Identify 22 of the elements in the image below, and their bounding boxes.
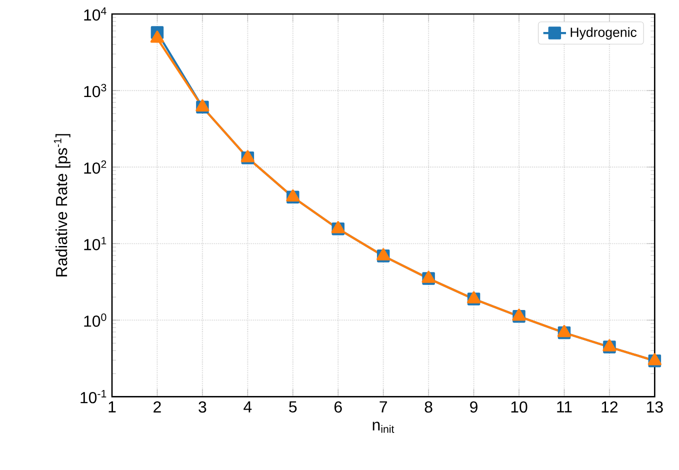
x-axis-title: n$_{init}$: [372, 422, 394, 433]
x-tick-label: 9: [470, 401, 478, 413]
x-tick-label: 10: [511, 401, 528, 413]
x-tick-label: 6: [334, 401, 342, 413]
x-tick-label: 3: [198, 401, 206, 413]
x-tick-label: 2: [154, 401, 161, 412]
y-tick-label: 10$^{1}$: [84, 236, 106, 250]
y-tick-label: 10$^{-1}$: [80, 390, 106, 404]
legend-label: Hydrogenic: [570, 27, 637, 40]
y-tick-label: 10$^{0}$: [84, 313, 106, 327]
y-tick-label: 10$^{3}$: [84, 84, 106, 98]
x-tick-label: 5: [289, 401, 297, 412]
y-tick-label: 10$^{4}$: [84, 7, 106, 21]
x-tick-label: 11: [557, 401, 572, 412]
x-tick-label: 12: [602, 401, 618, 412]
x-tick-label: 1: [108, 401, 116, 412]
x-tick-label: 4: [244, 401, 252, 412]
y-tick-label: 10$^{2}$: [84, 160, 106, 174]
x-tick-label: 13: [647, 401, 663, 413]
x-tick-label: 8: [424, 401, 432, 413]
x-tick-label: 7: [380, 401, 387, 412]
y-axis-title: Radiative Rate [ps$^{-1}$]: [54, 134, 70, 276]
